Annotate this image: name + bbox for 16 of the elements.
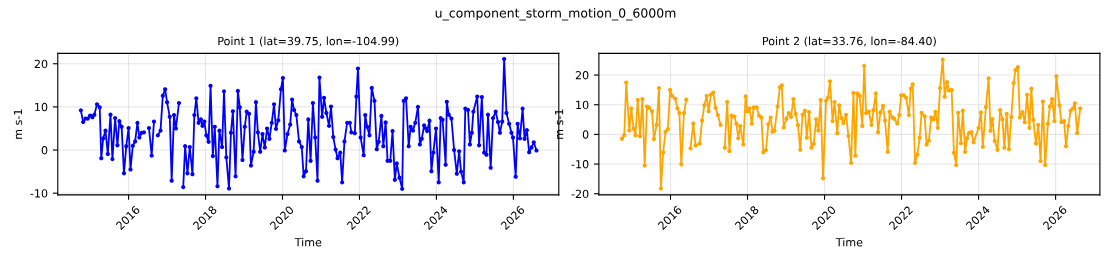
y-tick-label: 0	[582, 130, 589, 139]
text: u_component_storm_motion_0_6000m	[435, 8, 676, 21]
y-tick-label: 20	[34, 59, 48, 69]
x-axis-title: Time	[835, 237, 863, 247]
y-tick-label: 0	[41, 146, 48, 155]
chart-title: Point 2 (lat=33.76, lon=-84.40)	[763, 36, 936, 47]
y-tick-label: 10	[35, 102, 48, 112]
y-axis-title: m s-1	[555, 109, 564, 139]
y-tick-label: -10	[30, 189, 48, 198]
x-axis-title: Time	[294, 237, 322, 247]
y-tick-label: 10	[576, 100, 589, 110]
y-tick-label: -20	[571, 189, 589, 199]
y-axis-title: m s-1	[13, 109, 23, 139]
y-tick-label: -10	[571, 160, 589, 169]
y-tick-label: 20	[575, 71, 589, 80]
chart-title: Point 1 (lat=39.75, lon=-104.99)	[218, 36, 399, 47]
